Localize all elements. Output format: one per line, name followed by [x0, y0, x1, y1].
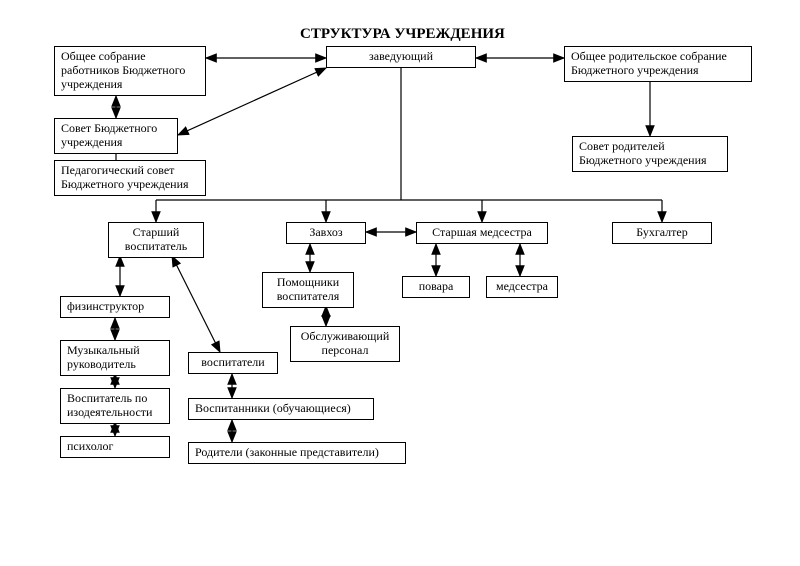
node-ped: Педагогический советБюджетного учреждени… [54, 160, 206, 196]
node-buh: Бухгалтер [612, 222, 712, 244]
node-gen: Общее собраниеработников Бюджетногоучреж… [54, 46, 206, 96]
node-par: Общее родительское собраниеБюджетного уч… [564, 46, 752, 82]
node-dir: заведующий [326, 46, 476, 68]
chart-title: СТРУКТУРА УЧРЕЖДЕНИЯ [300, 26, 505, 43]
node-stv: Старшийвоспитатель [108, 222, 204, 258]
node-sovpar: Совет родителейБюджетного учреждения [572, 136, 728, 172]
node-rod: Родители (законные представители) [188, 442, 406, 464]
node-med: медсестра [486, 276, 558, 298]
node-sovbud: Совет Бюджетногоучреждения [54, 118, 178, 154]
node-pom: Помощникивоспитателя [262, 272, 354, 308]
node-fiz: физинструктор [60, 296, 170, 318]
node-zav: Завхоз [286, 222, 366, 244]
node-puup: Воспитанники (обучающиеся) [188, 398, 374, 420]
node-muz: Музыкальныйруководитель [60, 340, 170, 376]
node-obs: Обслуживающийперсонал [290, 326, 400, 362]
node-izo: Воспитатель поизодеятельности [60, 388, 170, 424]
node-psi: психолог [60, 436, 170, 458]
node-vosp: воспитатели [188, 352, 278, 374]
node-sms: Старшая медсестра [416, 222, 548, 244]
org-chart: СТРУКТУРА УЧРЕЖДЕНИЯ заведующий Общее соб… [0, 0, 800, 566]
node-pov: повара [402, 276, 470, 298]
